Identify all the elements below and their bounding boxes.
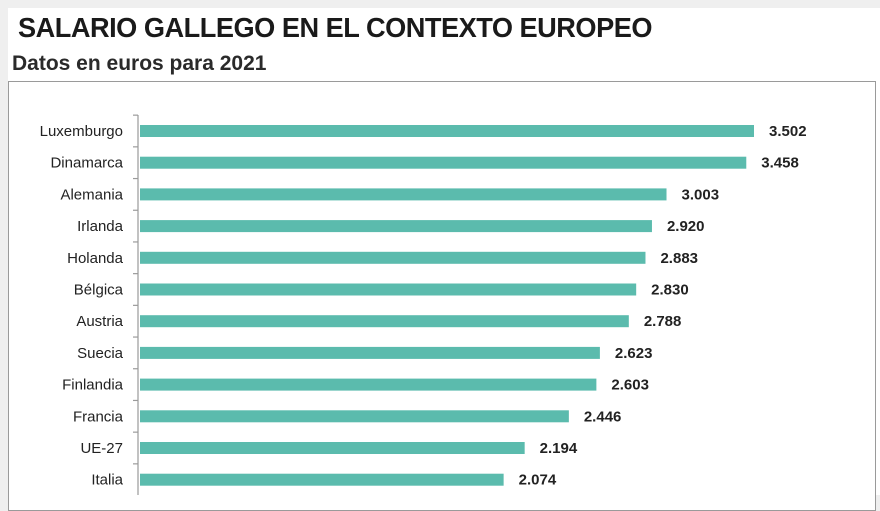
category-label: Holanda — [67, 250, 124, 267]
value-label: 2.883 — [660, 250, 698, 267]
bar-chart: Luxemburgo 3.502 Dinamarca 3.458 Alemania 3.0… — [40, 114, 807, 495]
value-label: 2.623 — [615, 345, 653, 362]
value-label: 3.502 — [769, 123, 807, 140]
category-label: Irlanda — [77, 218, 124, 235]
bar — [140, 315, 629, 328]
value-label: 2.446 — [584, 408, 622, 425]
category-label: Bélgica — [74, 282, 124, 299]
bar — [140, 125, 754, 137]
category-label: UE-27 — [80, 440, 123, 457]
bar — [140, 378, 597, 391]
value-label: 3.458 — [761, 155, 799, 172]
category-label: Francia — [73, 408, 124, 425]
bar — [140, 188, 667, 201]
value-label: 2.830 — [651, 282, 689, 299]
chart-title: SALARIO GALLEGO EN EL CONTEXTO EUROPEO — [18, 12, 652, 43]
bar — [140, 156, 747, 169]
value-label: 2.194 — [540, 440, 578, 457]
bar — [140, 410, 569, 423]
value-label: 2.788 — [644, 313, 682, 330]
bar — [140, 473, 504, 486]
category-label: Italia — [91, 472, 123, 489]
value-label: 2.074 — [519, 472, 557, 489]
value-label: 2.603 — [611, 377, 649, 394]
category-label: Alemania — [60, 186, 123, 203]
category-label: Dinamarca — [50, 155, 123, 172]
category-label: Suecia — [77, 345, 124, 362]
chart-frame — [8, 81, 876, 511]
category-label: Luxemburgo — [40, 123, 123, 140]
bar — [140, 346, 600, 359]
chart-subtitle: Datos en euros para 2021 — [12, 52, 267, 75]
category-label: Finlandia — [62, 377, 124, 394]
bar — [140, 442, 525, 454]
value-label: 3.003 — [682, 186, 720, 203]
bar — [140, 251, 646, 264]
value-label: 2.920 — [667, 218, 705, 235]
bar — [140, 220, 652, 233]
bar — [140, 283, 637, 296]
category-label: Austria — [76, 313, 123, 330]
